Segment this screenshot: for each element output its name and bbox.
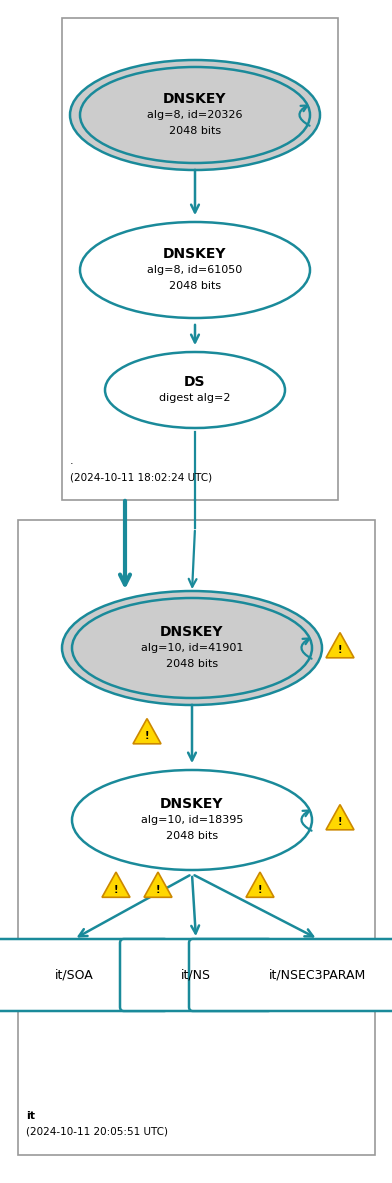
Text: it/NSEC3PARAM: it/NSEC3PARAM (269, 969, 367, 982)
Text: !: ! (114, 885, 118, 894)
Text: .: . (70, 455, 74, 466)
Text: alg=10, id=41901: alg=10, id=41901 (141, 644, 243, 653)
Polygon shape (246, 872, 274, 897)
Text: !: ! (156, 885, 160, 894)
Polygon shape (102, 872, 130, 897)
Text: 2048 bits: 2048 bits (169, 127, 221, 136)
Ellipse shape (72, 597, 312, 698)
Text: !: ! (145, 731, 149, 741)
Text: alg=10, id=18395: alg=10, id=18395 (141, 815, 243, 825)
Text: DNSKEY: DNSKEY (160, 797, 224, 812)
Ellipse shape (80, 67, 310, 163)
Text: 2048 bits: 2048 bits (166, 830, 218, 841)
Text: it/NS: it/NS (181, 969, 211, 982)
Text: alg=8, id=20326: alg=8, id=20326 (147, 110, 243, 119)
Ellipse shape (70, 60, 320, 170)
Bar (62, 18, 338, 500)
Ellipse shape (80, 222, 310, 318)
Text: it: it (26, 1111, 35, 1121)
Polygon shape (326, 804, 354, 829)
Text: it/SOA: it/SOA (54, 969, 93, 982)
Ellipse shape (105, 353, 285, 428)
FancyBboxPatch shape (189, 939, 392, 1011)
Text: 2048 bits: 2048 bits (169, 282, 221, 291)
FancyBboxPatch shape (0, 939, 168, 1011)
Polygon shape (133, 718, 161, 744)
Bar (18, 521, 375, 1155)
Text: DS: DS (184, 375, 206, 389)
Text: !: ! (338, 817, 342, 827)
Text: (2024-10-11 20:05:51 UTC): (2024-10-11 20:05:51 UTC) (26, 1127, 168, 1137)
Text: digest alg=2: digest alg=2 (159, 393, 231, 403)
Text: DNSKEY: DNSKEY (160, 625, 224, 639)
Text: !: ! (258, 885, 262, 894)
Ellipse shape (72, 770, 312, 870)
Ellipse shape (62, 592, 322, 705)
Text: alg=8, id=61050: alg=8, id=61050 (147, 265, 243, 274)
Text: DNSKEY: DNSKEY (163, 247, 227, 261)
Text: (2024-10-11 18:02:24 UTC): (2024-10-11 18:02:24 UTC) (70, 472, 212, 481)
Text: DNSKEY: DNSKEY (163, 92, 227, 106)
Polygon shape (326, 633, 354, 658)
FancyBboxPatch shape (120, 939, 272, 1011)
Text: !: ! (338, 645, 342, 655)
Polygon shape (144, 872, 172, 897)
Text: 2048 bits: 2048 bits (166, 659, 218, 670)
